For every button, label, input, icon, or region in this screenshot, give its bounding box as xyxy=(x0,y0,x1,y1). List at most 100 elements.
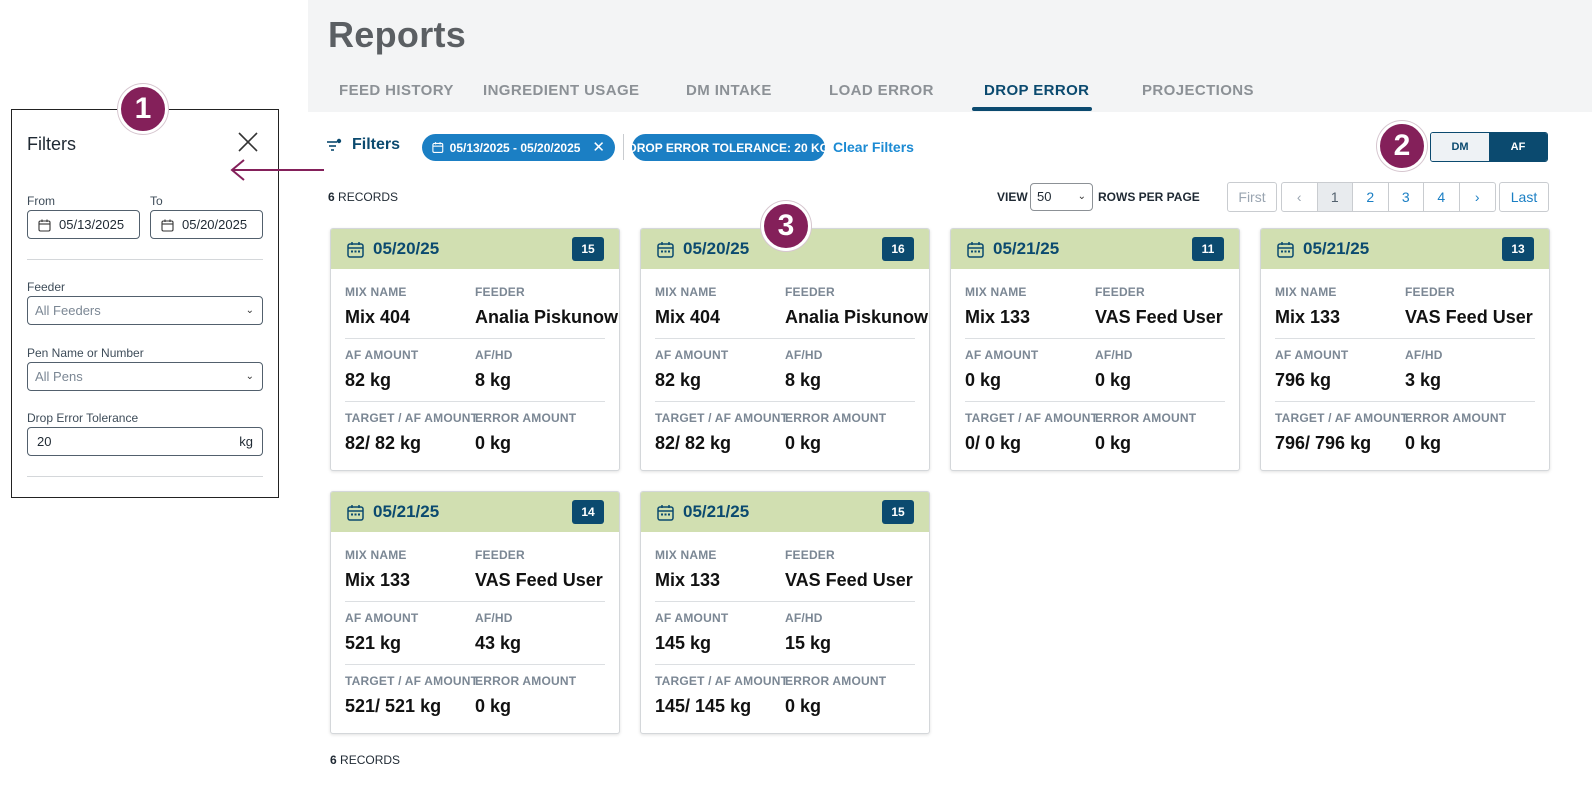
chevron-down-icon: ⌄ xyxy=(245,305,254,316)
records-word: RECORDS xyxy=(338,190,399,204)
filters-toggle-label: Filters xyxy=(352,136,401,153)
records-count-value: 6 xyxy=(330,753,337,767)
chevron-down-icon: ⌄ xyxy=(1077,191,1086,202)
divider xyxy=(655,338,915,339)
af-amount-value: 82 kg xyxy=(345,370,392,390)
to-date-field[interactable]: 05/20/2025 xyxy=(150,210,263,239)
pen-badge: 16 xyxy=(882,237,914,261)
af-button[interactable]: AF xyxy=(1489,133,1547,161)
records-count-top: 6 RECORDS xyxy=(328,190,398,204)
records-word: RECORDS xyxy=(340,753,401,767)
af-amount-value: 82 kg xyxy=(655,370,702,390)
active-tab-indicator xyxy=(972,107,1092,111)
pen-badge: 11 xyxy=(1192,237,1224,261)
target-label: TARGET / AF AMOUNT xyxy=(345,674,479,688)
feeder-label: FEEDER xyxy=(785,548,835,562)
pen-select-value: All Pens xyxy=(35,369,83,384)
page-button-4[interactable]: 4 xyxy=(1424,183,1460,211)
close-icon[interactable] xyxy=(236,130,260,154)
record-card[interactable]: 05/21/25 13 MIX NAME FEEDER Mix 133 VAS Feed … xyxy=(1260,228,1550,471)
reports-app: Reports FEED HISTORY INGREDIENT USAGE DM… xyxy=(308,0,1592,797)
feeder-value: VAS Feed User xyxy=(785,570,913,590)
card-header: 05/21/25 13 xyxy=(1261,229,1549,269)
clear-filters-link[interactable]: Clear Filters xyxy=(833,139,914,155)
tab-ingredient-usage[interactable]: INGREDIENT USAGE xyxy=(483,82,640,99)
feeder-value: Analia Piskunow xyxy=(475,307,619,327)
af-amount-value: 796 kg xyxy=(1275,370,1332,390)
prev-page-button[interactable]: ‹ xyxy=(1282,183,1318,211)
card-date: 05/20/25 xyxy=(373,239,440,258)
calendar-icon xyxy=(967,242,984,258)
last-page-button[interactable]: Last xyxy=(1499,182,1549,212)
feeder-select[interactable]: All Feeders ⌄ xyxy=(27,296,263,325)
calendar-icon xyxy=(347,242,364,258)
next-page-button[interactable]: › xyxy=(1474,189,1480,205)
feeder-value: Analia Piskunow xyxy=(785,307,929,327)
card-date: 05/21/25 xyxy=(993,239,1060,258)
page-button-1[interactable]: 1 xyxy=(1317,183,1353,211)
feeder-select-value: All Feeders xyxy=(35,303,101,318)
first-page-button[interactable]: First xyxy=(1227,182,1277,212)
target-value: 82/ 82 kg xyxy=(655,433,732,453)
error-amount-label: ERROR AMOUNT xyxy=(785,411,887,425)
divider xyxy=(655,601,915,602)
pen-badge: 13 xyxy=(1502,237,1534,261)
divider xyxy=(27,476,263,477)
record-card[interactable]: 05/21/25 11 MIX NAME FEEDER Mix 133 VAS Feed … xyxy=(950,228,1240,471)
remove-date-chip-icon[interactable]: ✕ xyxy=(592,139,605,156)
dm-button[interactable]: DM xyxy=(1431,133,1489,161)
divider xyxy=(965,401,1225,402)
filters-bar: Filters 05/13/2025 - 05/20/2025 ✕ DROP E… xyxy=(308,126,1592,170)
target-label: TARGET / AF AMOUNT xyxy=(345,411,479,425)
record-card[interactable]: 05/20/25 15 MIX NAME FEEDER Mix 404 Analia Pi… xyxy=(330,228,620,471)
date-range-chip[interactable]: 05/13/2025 - 05/20/2025 ✕ xyxy=(422,134,615,161)
divider xyxy=(655,401,915,402)
card-header: 05/21/25 15 xyxy=(641,492,929,532)
page-button-2[interactable]: 2 xyxy=(1353,183,1389,211)
tab-load-error[interactable]: LOAD ERROR xyxy=(829,82,934,99)
mix-name-value: Mix 133 xyxy=(1275,307,1341,327)
pen-badge: 15 xyxy=(572,237,604,261)
record-card[interactable]: 05/21/25 14 MIX NAME FEEDER Mix 133 VAS Feed … xyxy=(330,491,620,734)
error-amount-label: ERROR AMOUNT xyxy=(475,411,577,425)
mix-name-label: MIX NAME xyxy=(655,285,717,299)
tab-drop-error[interactable]: DROP ERROR xyxy=(984,82,1090,99)
error-amount-value: 0 kg xyxy=(1095,433,1132,453)
mix-name-value: Mix 404 xyxy=(345,307,411,327)
filter-icon xyxy=(327,138,342,151)
page-title: Reports xyxy=(328,14,467,55)
filters-toggle-button[interactable]: Filters xyxy=(326,136,400,154)
error-amount-value: 0 kg xyxy=(475,433,512,453)
card-date: 05/21/25 xyxy=(373,502,440,521)
mix-name-label: MIX NAME xyxy=(345,548,407,562)
target-value: 82/ 82 kg xyxy=(345,433,422,453)
tab-feed-history[interactable]: FEED HISTORY xyxy=(339,82,454,99)
pen-select[interactable]: All Pens ⌄ xyxy=(27,362,263,391)
dm-af-toggle: DM AF xyxy=(1430,132,1548,162)
tab-projections[interactable]: PROJECTIONS xyxy=(1142,82,1254,99)
calendar-icon xyxy=(1277,242,1294,258)
af-hd-label: AF/HD xyxy=(1095,348,1133,362)
af-hd-value: 43 kg xyxy=(475,633,522,653)
tolerance-chip[interactable]: DROP ERROR TOLERANCE: 20 KG xyxy=(628,134,829,161)
rows-per-page-select[interactable]: 50 ⌄ xyxy=(1030,183,1093,211)
from-date-value: 05/13/2025 xyxy=(59,217,125,232)
annotation-marker-1: 1 xyxy=(118,84,168,134)
calendar-icon xyxy=(657,505,674,521)
tab-dm-intake[interactable]: DM INTAKE xyxy=(686,82,772,99)
error-amount-label: ERROR AMOUNT xyxy=(1095,411,1197,425)
card-date: 05/21/25 xyxy=(683,502,750,521)
record-card[interactable]: 05/20/25 16 MIX NAME FEEDER Mix 404 Analia Pi… xyxy=(640,228,930,471)
af-hd-value: 3 kg xyxy=(1405,370,1442,390)
page-button-3[interactable]: 3 xyxy=(1389,183,1424,211)
pagination: ‹ 1 2 3 4 › xyxy=(1281,182,1496,212)
record-card[interactable]: 05/21/25 15 MIX NAME FEEDER Mix 133 VAS Feed … xyxy=(640,491,930,734)
from-date-field[interactable]: 05/13/2025 xyxy=(27,210,140,239)
mix-name-label: MIX NAME xyxy=(655,548,717,562)
mix-name-label: MIX NAME xyxy=(345,285,407,299)
mix-name-value: Mix 404 xyxy=(655,307,721,327)
feeder-label: FEEDER xyxy=(475,285,525,299)
tolerance-input[interactable]: 20 kg xyxy=(27,427,263,456)
records-count-bottom: 6 RECORDS xyxy=(330,753,400,767)
divider xyxy=(1275,338,1535,339)
